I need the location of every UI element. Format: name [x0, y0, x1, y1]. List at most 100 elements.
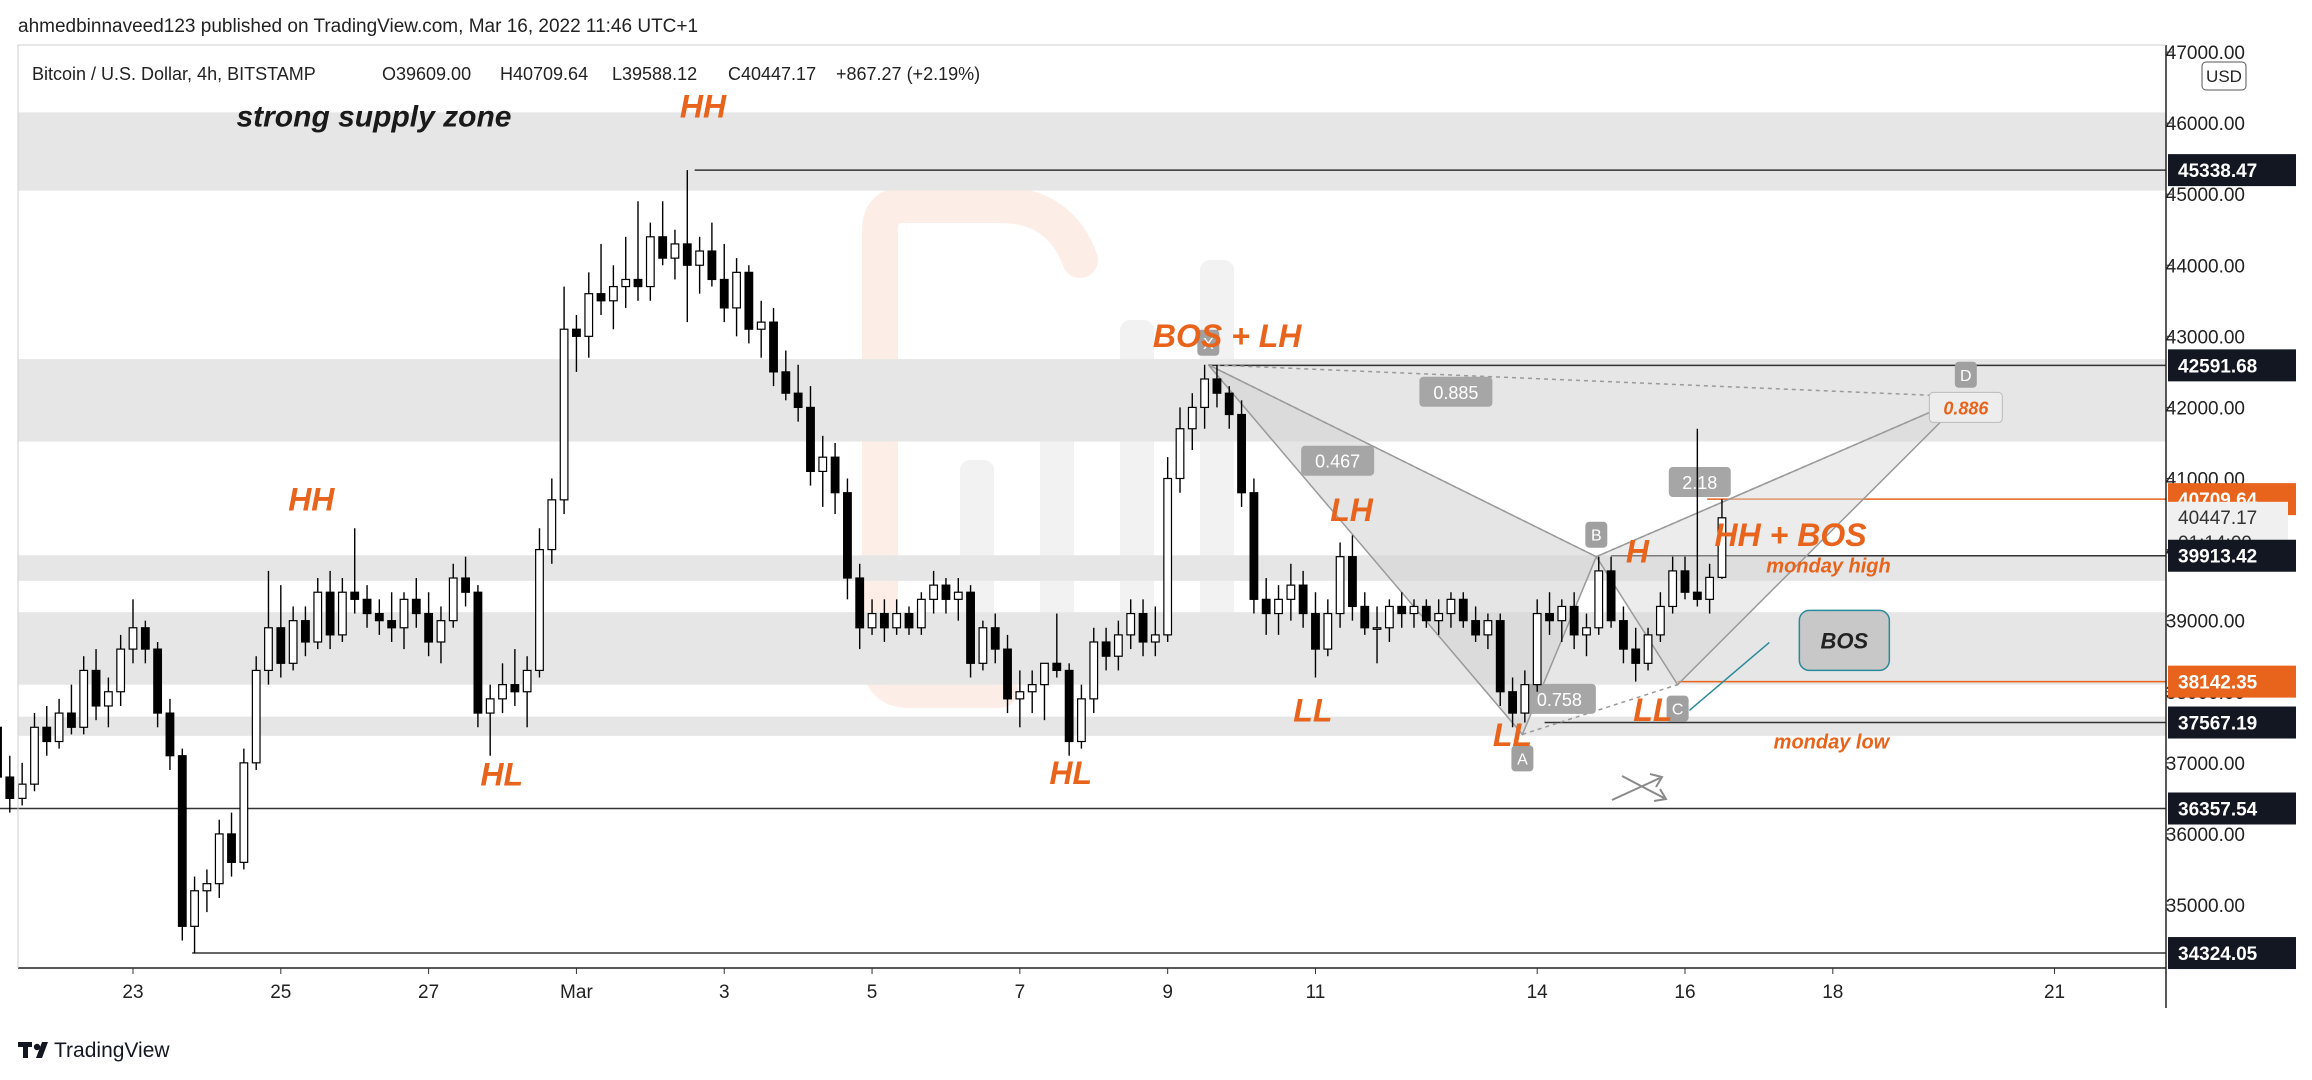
- candle: [892, 599, 902, 635]
- candle: [1249, 478, 1259, 614]
- pattern-ratio-label: 0.886: [1928, 391, 2003, 423]
- candle: [1015, 670, 1025, 728]
- candle: [1606, 556, 1616, 628]
- candle: [1101, 627, 1111, 671]
- candle: [1311, 592, 1320, 678]
- candle: [1237, 400, 1246, 507]
- candle: [781, 350, 791, 401]
- candle: [596, 243, 606, 316]
- candle: [1360, 592, 1370, 635]
- candle: [843, 478, 852, 600]
- candle: [966, 585, 975, 678]
- candle: [1200, 364, 1210, 429]
- x-tick-label: 16: [1674, 982, 1695, 1003]
- candle: [535, 528, 544, 678]
- svg-text:BOS: BOS: [1820, 628, 1868, 653]
- candle: [1532, 599, 1542, 692]
- pattern-ratio-label: 2.18: [1668, 467, 1731, 498]
- candle: [830, 442, 840, 515]
- pattern-point-x[interactable]: X: [1197, 329, 1220, 356]
- candle: [177, 748, 187, 941]
- pattern-point-d[interactable]: D: [1954, 361, 1977, 388]
- candle: [79, 656, 89, 735]
- svg-text:H40709.64: H40709.64: [500, 64, 588, 84]
- annotation-label: monday low: [1774, 732, 1891, 754]
- candle: [67, 684, 76, 735]
- svg-text:38142.35: 38142.35: [2178, 673, 2258, 694]
- x-tick-label: 5: [867, 982, 878, 1003]
- pattern-diagonal-XD: [1208, 364, 1966, 398]
- svg-text:34324.05: 34324.05: [2178, 944, 2258, 965]
- candle: [1705, 563, 1715, 614]
- candle: [1089, 627, 1099, 714]
- svg-text:X: X: [1203, 336, 1214, 353]
- candle: [1495, 613, 1505, 706]
- currency-label[interactable]: USD: [2201, 61, 2247, 91]
- candle: [1680, 556, 1690, 600]
- candle: [1224, 386, 1234, 429]
- candle: [239, 748, 249, 870]
- candle: [1064, 663, 1074, 756]
- price-tag: 34324.05: [2168, 937, 2296, 970]
- candle: [904, 606, 914, 635]
- candle: [855, 563, 865, 650]
- candle: [1421, 599, 1431, 628]
- svg-text:39913.42: 39913.42: [2178, 547, 2257, 568]
- candle: [276, 585, 286, 678]
- pattern-diagonal-XB: [1207, 364, 1597, 558]
- candle: [929, 570, 939, 614]
- time-axis[interactable]: 23 25 27 Mar 3 5 7 9 11 14 16 18 21: [122, 968, 2065, 1003]
- candle: [153, 641, 163, 728]
- candle: [1545, 592, 1554, 635]
- supply-demand-zones: [18, 112, 2166, 736]
- svg-text:L39588.12: L39588.12: [612, 64, 697, 84]
- pattern-point-b[interactable]: B: [1585, 521, 1608, 548]
- x-tick-label: 9: [1162, 982, 1173, 1003]
- candle: [1372, 606, 1382, 664]
- pattern-ratio-label: 0.885: [1419, 376, 1493, 407]
- bos-callout[interactable]: BOS: [1688, 609, 1891, 711]
- candle: [1384, 599, 1394, 642]
- y-tick-label: 46000.00: [2166, 114, 2245, 135]
- candle: [498, 663, 507, 714]
- tradingview-icon: [18, 1042, 48, 1058]
- annotation-label: H: [1626, 533, 1650, 569]
- candle: [424, 592, 434, 657]
- candle: [1569, 592, 1579, 650]
- y-tick-label: 36000.00: [2166, 825, 2245, 846]
- tradingview-logo[interactable]: TradingView: [18, 1039, 170, 1062]
- candle: [436, 606, 446, 664]
- candle: [214, 819, 224, 898]
- zone-band-4: [18, 716, 2166, 736]
- candle: [1520, 670, 1530, 723]
- candle: [325, 570, 335, 650]
- pattern-point-c[interactable]: C: [1666, 695, 1689, 722]
- candle: [1655, 592, 1665, 642]
- candle: [1040, 662, 1049, 721]
- y-tick-label: 47000.00: [2166, 43, 2245, 64]
- annotation-label: LH: [1330, 492, 1374, 528]
- svg-text:B: B: [1591, 528, 1602, 545]
- svg-text:0.885: 0.885: [1433, 383, 1478, 403]
- candle: [707, 222, 717, 287]
- candle: [806, 386, 815, 486]
- candle: [251, 656, 261, 770]
- candle: [387, 592, 397, 642]
- candle: [473, 585, 483, 728]
- pattern-point-a[interactable]: A: [1511, 745, 1534, 772]
- price-axis[interactable]: 47000.00 46000.00 45000.00 44000.00 43000.00…: [2166, 43, 2245, 917]
- price-tag: 42591.68: [2168, 349, 2296, 382]
- annotation-label: HH + BOS: [1715, 517, 1868, 553]
- candle: [461, 556, 470, 607]
- candle: [399, 592, 409, 650]
- pattern-diagonal-AC: [1522, 683, 1678, 736]
- candle: [1027, 670, 1037, 714]
- zone-band-0: [18, 112, 2166, 191]
- candle: [30, 713, 39, 792]
- candle: [584, 272, 594, 358]
- candle: [1594, 556, 1604, 635]
- candle: [1187, 393, 1197, 451]
- x-tick-label: 27: [418, 982, 439, 1003]
- candle: [793, 364, 803, 422]
